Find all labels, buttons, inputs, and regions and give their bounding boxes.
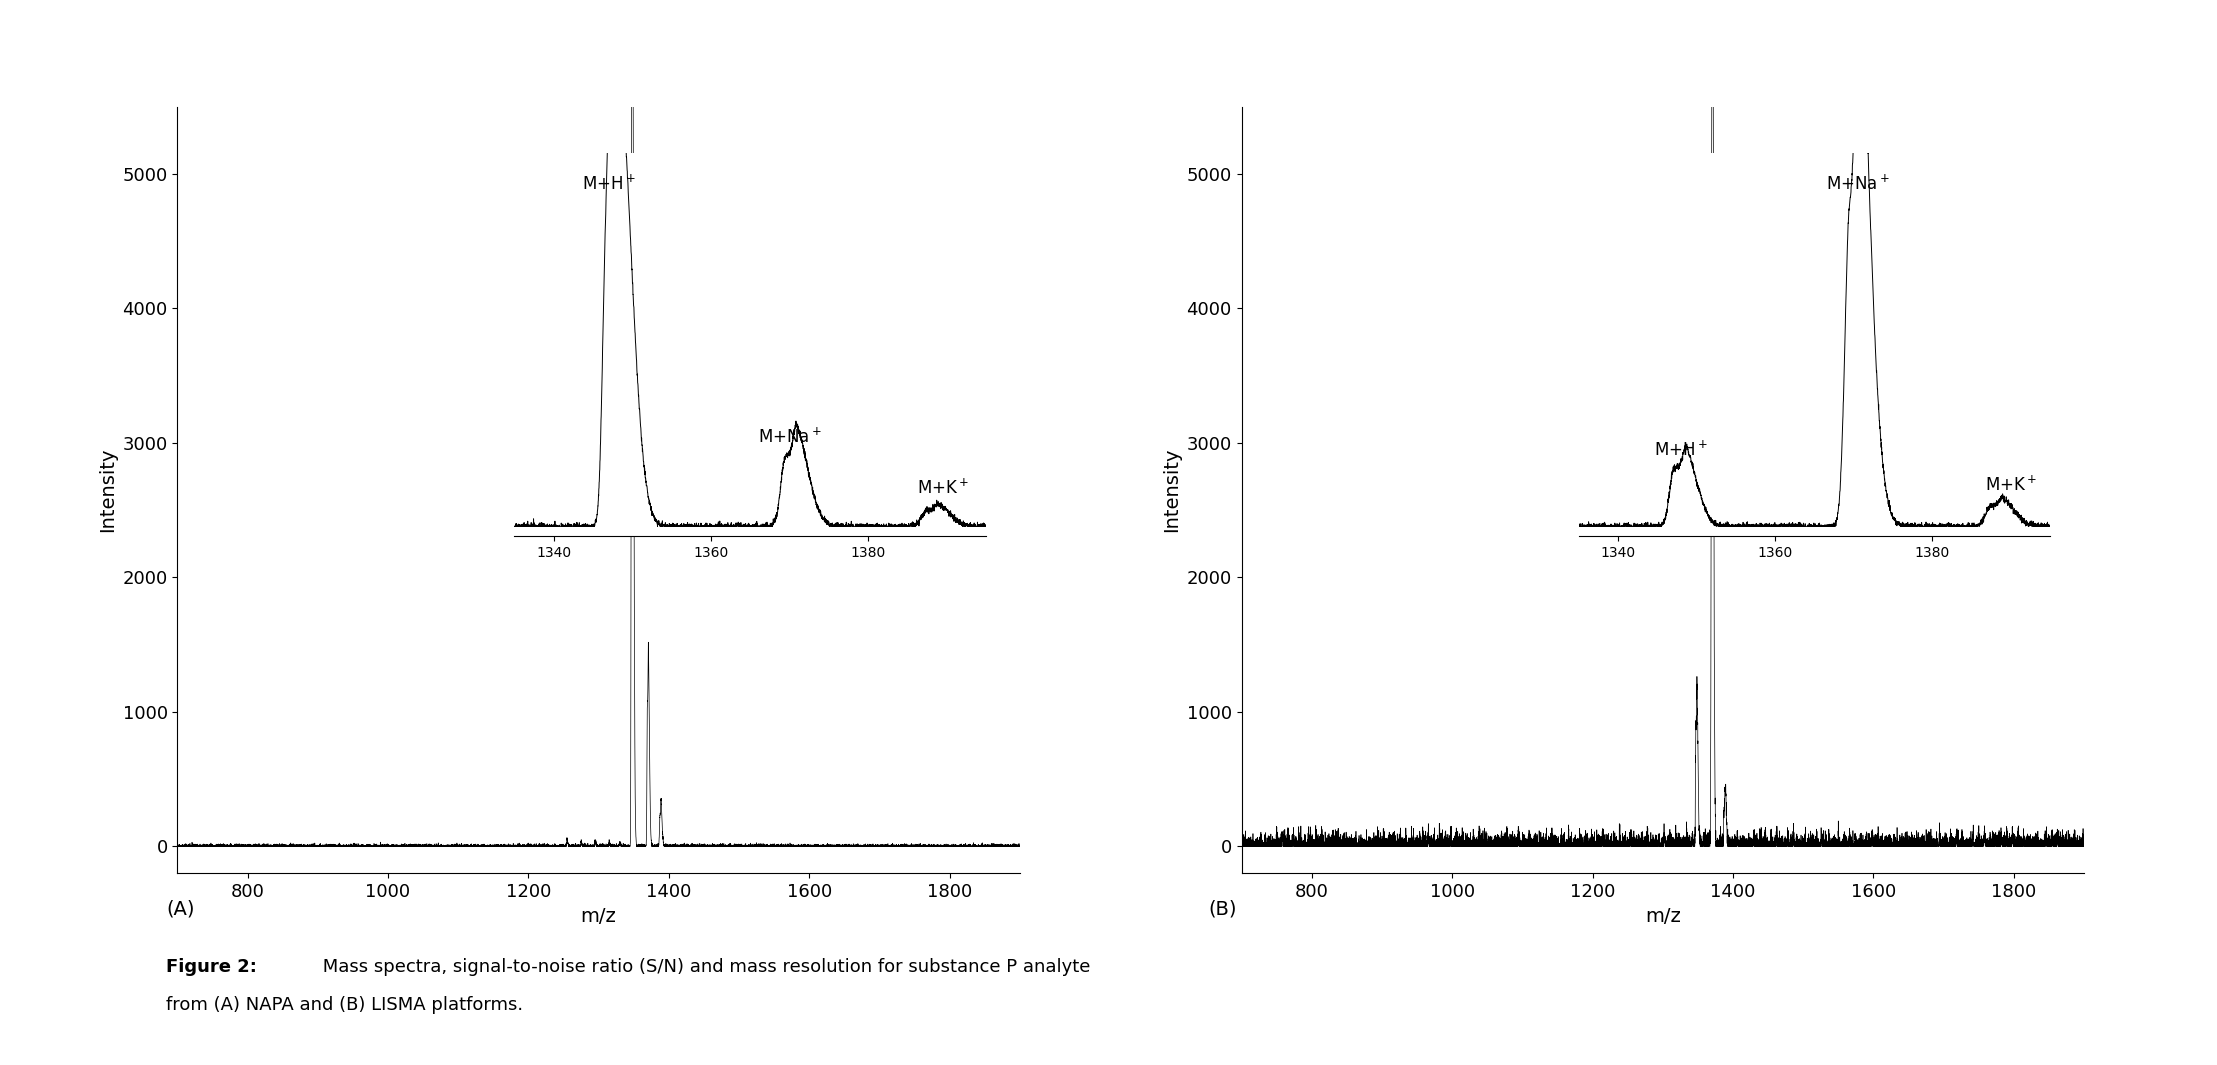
Text: from (A) NAPA and (B) LISMA platforms.: from (A) NAPA and (B) LISMA platforms. [166, 996, 523, 1014]
Y-axis label: Intensity: Intensity [98, 447, 118, 532]
X-axis label: m/z: m/z [581, 906, 616, 925]
Y-axis label: Intensity: Intensity [1162, 447, 1182, 532]
Text: (A): (A) [166, 900, 195, 919]
Text: (B): (B) [1208, 900, 1237, 919]
X-axis label: m/z: m/z [1645, 906, 1680, 925]
Text: Figure 2:: Figure 2: [166, 958, 257, 977]
Text: Mass spectra, signal-to-noise ratio (S/N) and mass resolution for substance P an: Mass spectra, signal-to-noise ratio (S/N… [317, 958, 1091, 977]
